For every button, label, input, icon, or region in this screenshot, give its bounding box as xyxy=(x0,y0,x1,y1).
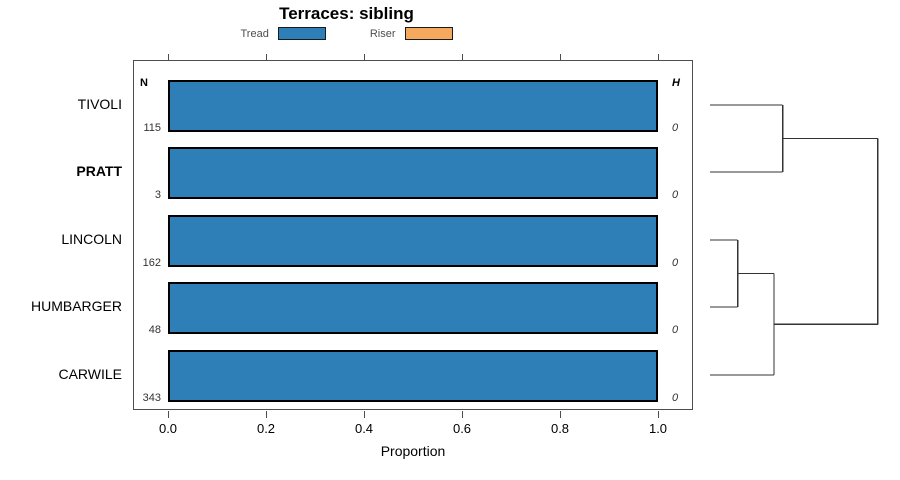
bar-segment-tread[interactable] xyxy=(168,215,658,267)
legend-entry-tread[interactable]: Tread xyxy=(241,27,326,40)
bar-segment-tread[interactable] xyxy=(168,282,658,334)
legend-label-tread: Tread xyxy=(240,27,269,40)
x-tick-top xyxy=(168,54,169,61)
category-label-lincoln[interactable]: LINCOLN xyxy=(61,231,122,247)
page-title: Terraces: sibling xyxy=(279,4,414,23)
x-tick xyxy=(168,411,169,418)
cell-n-value: 343 xyxy=(142,392,161,404)
category-label-pratt[interactable]: PRATT xyxy=(76,163,122,179)
cell-h-value: 0 xyxy=(672,324,679,336)
x-tick-top xyxy=(658,54,659,61)
category-label-tivoli[interactable]: TIVOLI xyxy=(77,96,122,112)
x-tick xyxy=(658,411,659,418)
dendrogram xyxy=(700,60,900,410)
x-tick-top xyxy=(266,54,267,61)
cell-h-value: 0 xyxy=(672,122,679,134)
column-header-h: H xyxy=(672,77,680,89)
x-tick-label: 0.2 xyxy=(256,421,276,436)
x-tick xyxy=(462,411,463,418)
dendrogram-svg xyxy=(710,104,879,376)
cell-h-value: 0 xyxy=(672,189,679,201)
category-label-humbarger[interactable]: HUMBARGER xyxy=(30,298,122,314)
plot-area: 0.0 0.2 0.4 0.6 0.8 1.0 N H 115 0 3 0 162 0 48 0 343 0 xyxy=(133,54,693,436)
cell-n-value: 162 xyxy=(142,257,161,269)
x-tick-label: 0.4 xyxy=(354,421,374,436)
x-tick xyxy=(266,411,267,418)
legend-swatch-riser xyxy=(404,27,453,40)
x-axis-title: Proportion xyxy=(380,443,446,459)
x-tick-label: 0.8 xyxy=(550,421,570,436)
x-tick xyxy=(364,411,365,418)
cell-h-value: 0 xyxy=(672,392,679,404)
x-tick-top xyxy=(462,54,463,61)
column-header-n: N xyxy=(140,77,148,89)
legend-entry-riser[interactable]: Riser xyxy=(370,27,453,40)
category-label-carwile[interactable]: CARWILE xyxy=(58,366,122,382)
chart-legend: Tread Riser xyxy=(0,27,693,40)
legend-label-riser: Riser xyxy=(369,27,396,40)
bar-segment-tread[interactable] xyxy=(168,147,658,199)
legend-swatch-tread xyxy=(277,27,326,40)
x-tick-label: 0.6 xyxy=(452,421,472,436)
cell-n-value: 48 xyxy=(148,324,161,336)
x-tick xyxy=(560,411,561,418)
bar-segment-tread[interactable] xyxy=(168,80,658,132)
x-tick-label: 0.0 xyxy=(158,421,178,436)
x-tick-top xyxy=(364,54,365,61)
cell-h-value: 0 xyxy=(672,257,679,269)
x-tick-label: 1.0 xyxy=(648,421,668,436)
x-tick-top xyxy=(560,54,561,61)
cell-n-value: 3 xyxy=(154,189,161,201)
bar-segment-tread[interactable] xyxy=(168,350,658,402)
cell-n-value: 115 xyxy=(143,122,161,134)
